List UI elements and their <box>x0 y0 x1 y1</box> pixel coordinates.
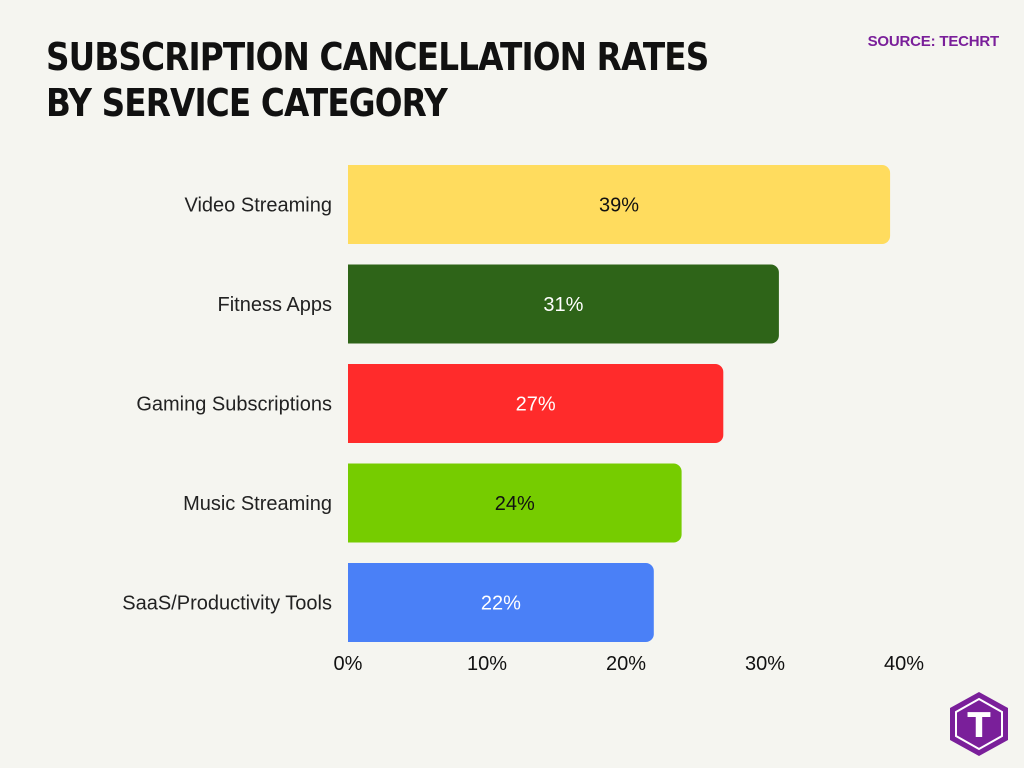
bar-video-streaming <box>348 165 891 244</box>
x-tick-label: 0% <box>334 653 363 675</box>
x-axis-ticks: 0% 10% 20% 30% 40% <box>334 653 925 675</box>
data-label-video-streaming: 39% <box>599 195 639 217</box>
bar-music-streaming <box>348 463 682 543</box>
source-label: SOURCE: TECHRT <box>867 33 1000 50</box>
data-label-fitness-apps: 31% <box>543 294 583 316</box>
category-label-saas-productivity-tools: SaaS/Productivity Tools <box>122 593 332 615</box>
data-label-saas-productivity-tools: 22% <box>481 593 521 615</box>
category-label-fitness-apps: Fitness Apps <box>217 294 332 316</box>
logo-letter: T <box>967 706 991 746</box>
bar-fitness-apps <box>348 264 779 344</box>
category-label-video-streaming: Video Streaming <box>185 195 333 217</box>
techrt-logo-icon: T <box>950 692 1008 756</box>
x-tick-label: 30% <box>745 653 785 675</box>
bar-saas-productivity-tools <box>348 563 654 642</box>
x-tick-label: 10% <box>467 653 507 675</box>
category-label-gaming-subscriptions: Gaming Subscriptions <box>136 394 332 416</box>
x-tick-label: 20% <box>606 653 646 675</box>
category-label-music-streaming: Music Streaming <box>183 493 332 515</box>
chart-title: SUBSCRIPTION CANCELLATION RATES BY SERVI… <box>46 35 709 125</box>
data-label-gaming-subscriptions: 27% <box>516 394 556 416</box>
bars-layer: Video Streaming 39% Fitness Apps 31% Gaming … <box>122 165 891 642</box>
data-label-music-streaming: 24% <box>495 493 535 515</box>
x-tick-label: 40% <box>884 653 924 675</box>
bar-gaming-subscriptions <box>348 364 724 443</box>
